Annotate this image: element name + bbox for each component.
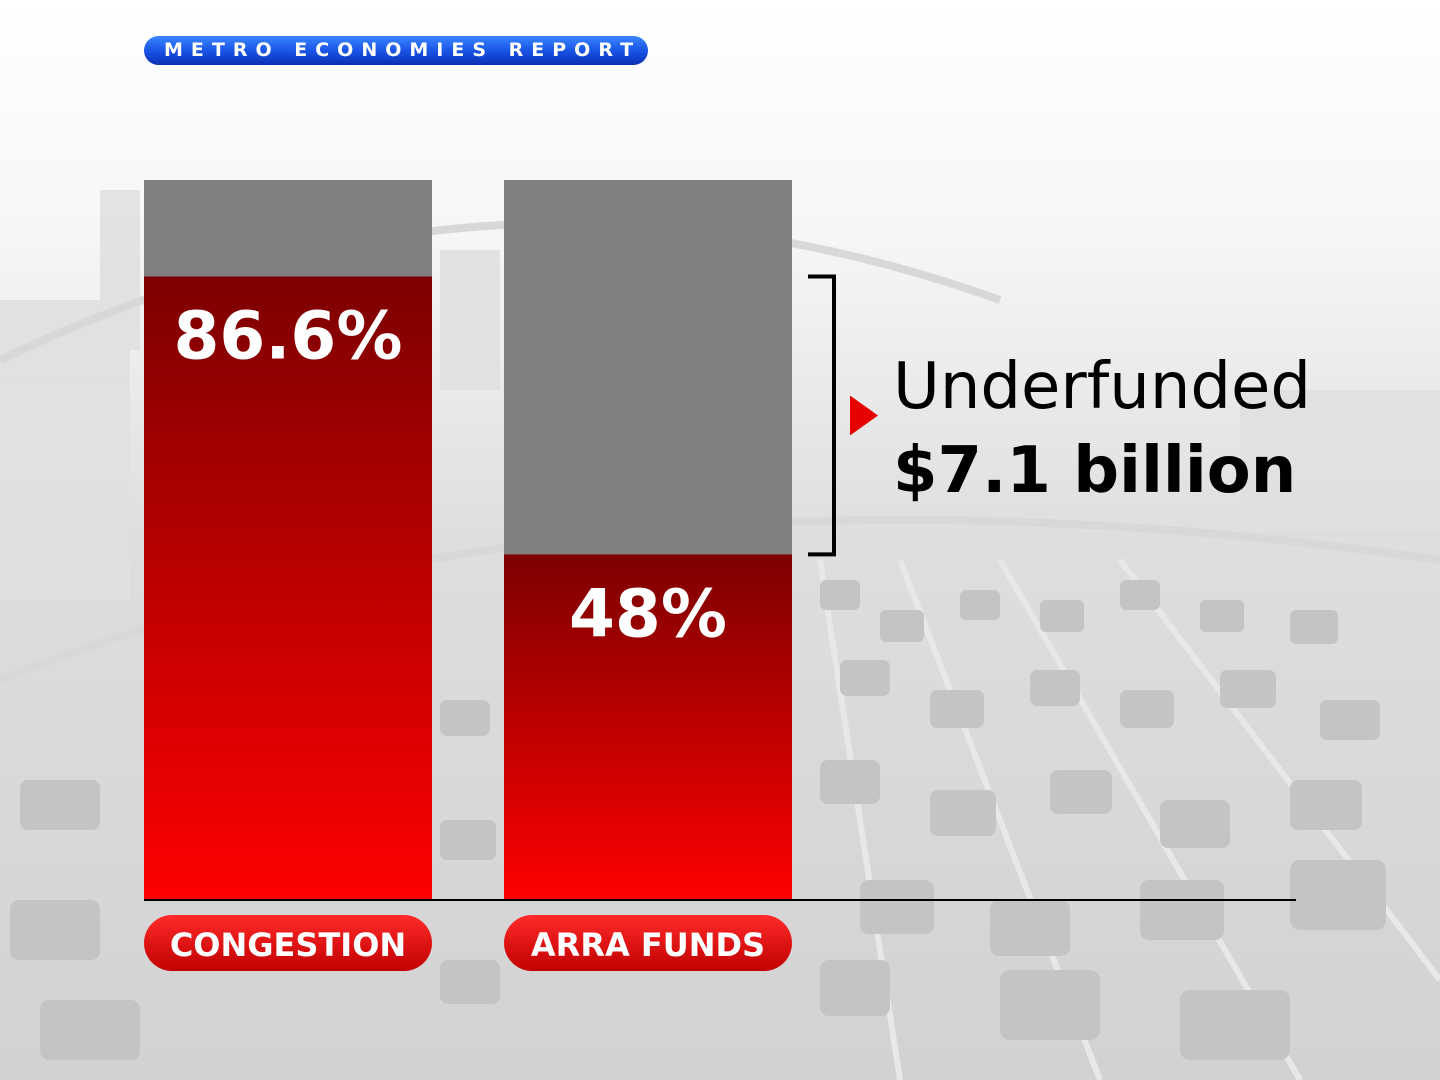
value-label-congestion: 86.6% (174, 297, 403, 374)
value-label-arra-funds: 48% (569, 575, 727, 652)
bar-remainder-congestion (144, 180, 432, 277)
annotation-value: $7.1 billion (893, 434, 1297, 508)
bar-arra-funds (504, 554, 792, 900)
bar-congestion (144, 276, 432, 901)
report-title-banner: METRO ECONOMIES REPORT (144, 36, 648, 65)
annotation-marker-arrow (850, 395, 878, 436)
category-pill-arra-funds (504, 915, 792, 971)
category-label-arra-funds: ARRA FUNDS (531, 926, 765, 964)
category-label-congestion: CONGESTION (170, 926, 406, 964)
bar-remainder-arra-funds (504, 180, 792, 555)
category-pill-congestion (144, 915, 432, 971)
annotation-label: Underfunded (893, 350, 1311, 424)
underfunded-bracket (808, 274, 836, 557)
